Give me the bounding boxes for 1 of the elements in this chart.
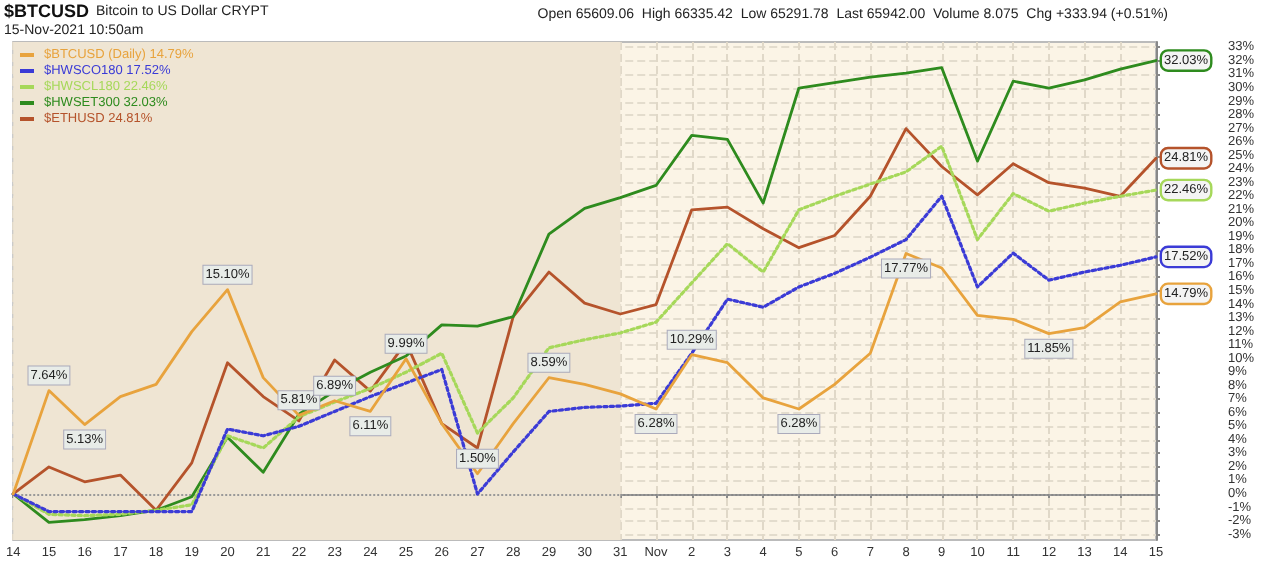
- chart-title: $BTCUSD: [4, 1, 91, 21]
